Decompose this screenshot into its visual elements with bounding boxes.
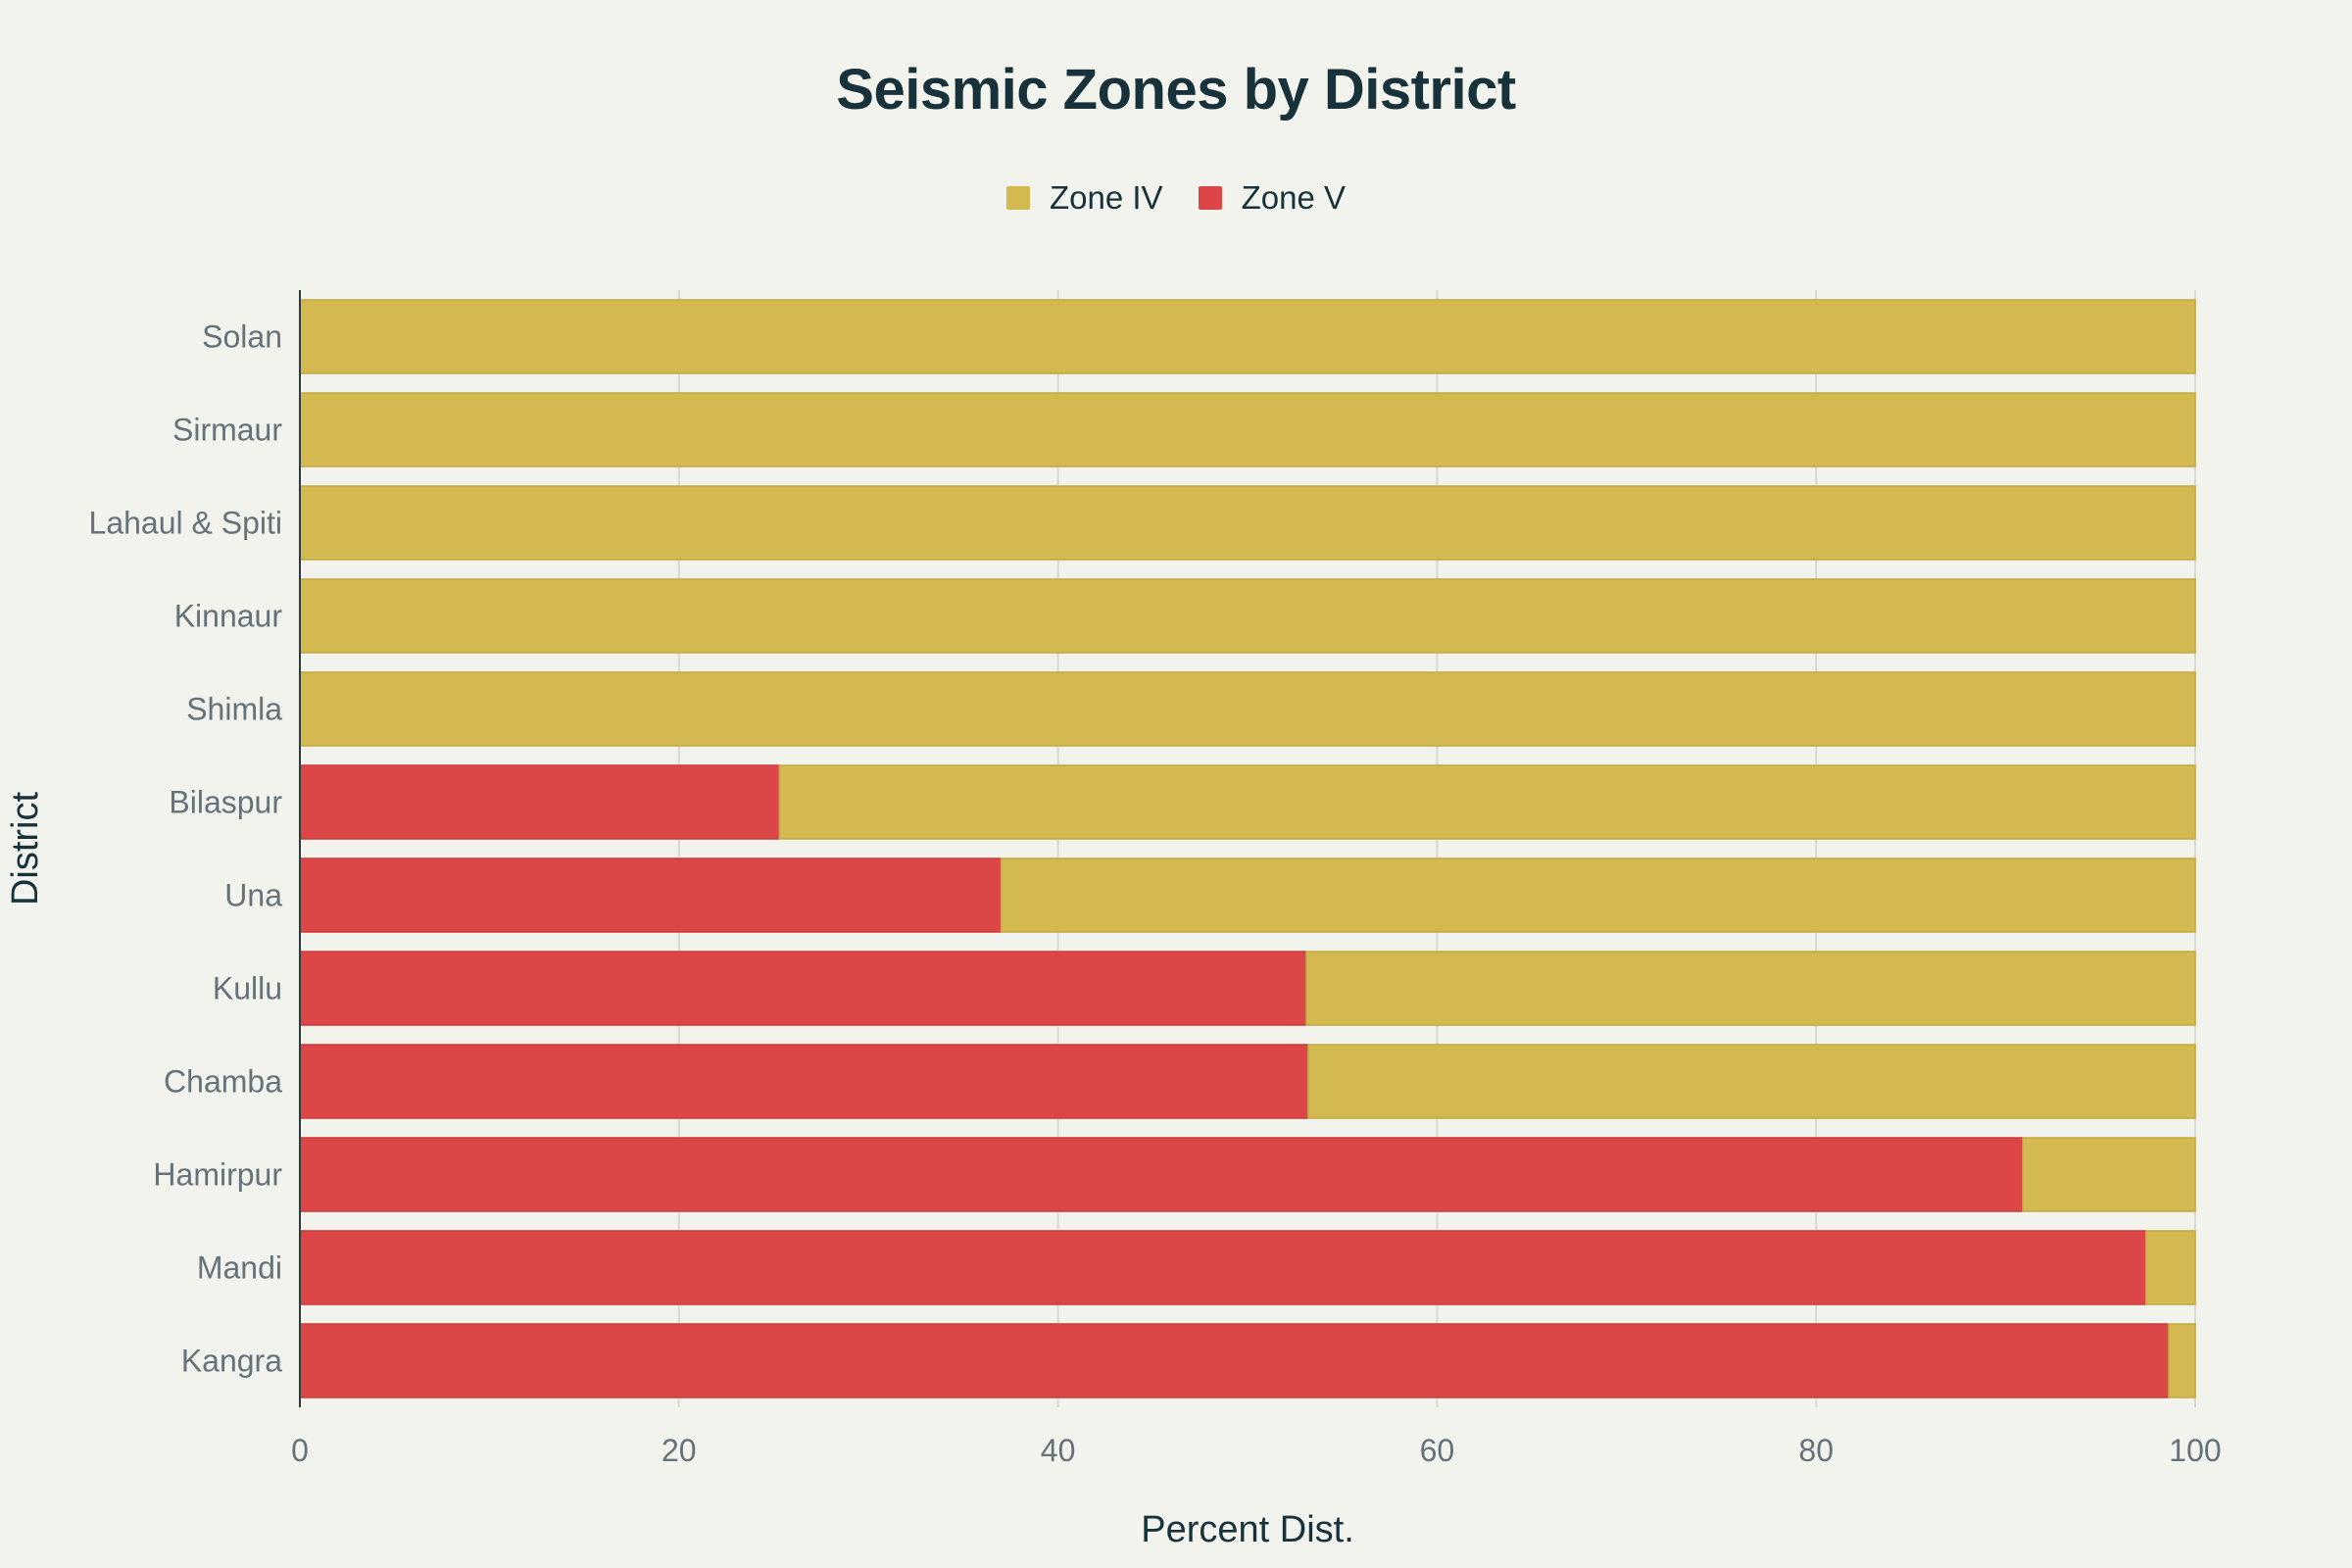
y-axis-title: District (5, 792, 46, 906)
grid-lines (677, 290, 2196, 1407)
x-tick-label-40: 40 (1041, 1433, 1076, 1468)
legend: Zone IV Zone V (0, 179, 2352, 217)
y-tick-label-kullu: Kullu (213, 971, 282, 1006)
legend-item-zone-iv[interactable]: Zone IV (1006, 179, 1163, 217)
bar-kullu-zone-v[interactable] (299, 951, 1307, 1026)
bar-mandi-zone-v[interactable] (299, 1230, 2147, 1305)
legend-label-zone-iv: Zone IV (1050, 179, 1163, 216)
y-tick-label-lahaul-and-spiti: Lahaul & Spiti (89, 506, 282, 541)
bar-kinnaur-zone-iv[interactable] (299, 578, 2196, 654)
bar-sirmaur-zone-iv[interactable] (299, 392, 2196, 467)
y-tick-label-sirmaur: Sirmaur (172, 413, 282, 448)
x-axis-title: Percent Dist. (1141, 1509, 1354, 1550)
bar-bilaspur-zone-iv[interactable] (778, 764, 2196, 840)
bar-hamirpur-zone-iv[interactable] (2022, 1137, 2196, 1212)
x-tick-label-20: 20 (662, 1433, 697, 1468)
y-tick-label-una: Una (224, 878, 282, 913)
x-tick-label-80: 80 (1798, 1433, 1834, 1468)
bar-lahaul-and-spiti-zone-iv[interactable] (299, 485, 2196, 561)
chart-title: Seismic Zones by District (836, 58, 1516, 122)
y-tick-label-bilaspur: Bilaspur (169, 785, 282, 820)
legend-swatch-zone-v (1198, 186, 1222, 210)
bar-hamirpur-zone-v[interactable] (299, 1137, 2024, 1212)
x-tick-label-100: 100 (2169, 1433, 2221, 1468)
legend-item-zone-v[interactable]: Zone V (1198, 179, 1346, 217)
y-tick-label-kangra: Kangra (181, 1344, 282, 1379)
legend-swatch-zone-iv (1006, 186, 1030, 210)
y-tick-label-chamba: Chamba (164, 1064, 282, 1100)
legend-label-zone-v: Zone V (1241, 179, 1346, 216)
bar-bilaspur-zone-v[interactable] (299, 764, 781, 840)
bar-shimla-zone-iv[interactable] (299, 671, 2196, 747)
y-tick-label-kinnaur: Kinnaur (174, 599, 283, 634)
bar-kangra-zone-v[interactable] (299, 1323, 2170, 1398)
bar-solan-zone-iv[interactable] (299, 299, 2196, 374)
y-tick-label-mandi: Mandi (197, 1250, 282, 1286)
y-tick-label-solan: Solan (202, 319, 282, 355)
bar-una-zone-v[interactable] (299, 858, 1003, 933)
x-tick-label-60: 60 (1420, 1433, 1455, 1468)
y-tick-label-hamirpur: Hamirpur (153, 1157, 282, 1193)
bar-una-zone-iv[interactable] (1000, 858, 2196, 933)
bar-kangra-zone-iv[interactable] (2168, 1323, 2196, 1398)
bar-chamba-zone-v[interactable] (299, 1044, 1309, 1119)
axes: 0 20 40 60 80 100 Kangra Mandi Hamirpur Chamba Kul… (89, 290, 2222, 1468)
bar-mandi-zone-iv[interactable] (2144, 1230, 2196, 1305)
bars (299, 299, 2196, 1398)
y-tick-label-shimla: Shimla (186, 692, 282, 727)
bar-chamba-zone-iv[interactable] (1307, 1044, 2196, 1119)
x-tick-label-0: 0 (291, 1433, 309, 1468)
bar-kullu-zone-iv[interactable] (1305, 951, 2196, 1026)
